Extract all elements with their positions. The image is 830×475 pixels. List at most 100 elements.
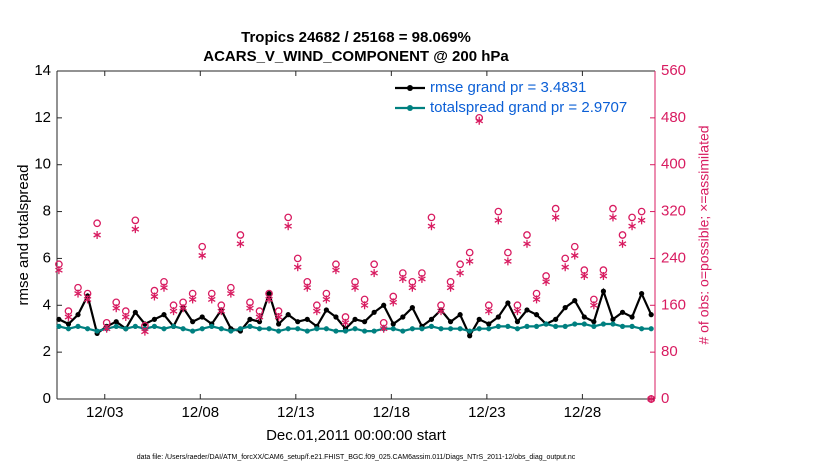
series-marker <box>629 323 635 329</box>
series-marker <box>218 326 224 332</box>
obs-assimilated <box>609 213 617 222</box>
obs-possible <box>523 231 531 239</box>
obs-assimilated <box>160 283 168 292</box>
series-marker <box>524 307 530 313</box>
series-marker <box>486 326 492 332</box>
series-marker <box>591 319 597 325</box>
obs-possible <box>551 204 560 213</box>
obs-assimilated <box>93 231 101 239</box>
series-marker <box>648 326 654 332</box>
y-tick-label: 8 <box>43 203 51 220</box>
obs-assimilated <box>580 272 589 280</box>
series-marker <box>514 319 521 325</box>
obs-possible <box>637 207 646 216</box>
x-tick-label: 12/23 <box>468 404 506 421</box>
obs-assimilated <box>293 263 302 272</box>
series-marker <box>266 290 272 297</box>
series-marker <box>256 319 263 325</box>
series-marker <box>190 319 196 325</box>
series-marker <box>428 316 435 322</box>
series-marker <box>553 323 559 329</box>
series-marker <box>533 312 540 318</box>
y-tick-label: 2 <box>43 343 51 360</box>
obs-assimilated <box>169 307 178 316</box>
series-marker <box>476 326 482 332</box>
series-marker <box>447 326 454 332</box>
series-marker <box>276 328 282 334</box>
obs-assimilated <box>370 269 378 278</box>
obs-assimilated <box>188 295 197 304</box>
y2-tick-label: 320 <box>661 203 686 220</box>
obs-assimilated <box>551 213 560 222</box>
obs-possible <box>504 248 512 257</box>
obs-assimilated <box>484 307 493 316</box>
series-marker <box>381 302 387 308</box>
y2-tick-label: 0 <box>661 390 669 407</box>
obs-assimilated <box>618 239 627 248</box>
series-marker <box>333 314 339 320</box>
series-marker <box>361 319 368 325</box>
series-marker <box>514 326 521 332</box>
y2-tick-label: 160 <box>661 296 686 313</box>
x-axis-label: Dec.01,2011 00:00:00 start <box>266 427 447 444</box>
series-marker <box>400 314 406 320</box>
obs-possible <box>494 207 503 216</box>
series-marker <box>505 300 511 306</box>
obs-assimilated <box>456 269 464 278</box>
series-marker <box>495 314 501 320</box>
plot-area <box>57 71 655 399</box>
obs-assimilated <box>532 295 541 304</box>
obs-possible <box>456 260 464 269</box>
series-marker <box>371 309 377 315</box>
obs-possible <box>198 242 207 251</box>
series-marker <box>161 326 167 332</box>
series-marker <box>600 321 607 327</box>
y-tick-label: 14 <box>34 62 51 79</box>
x-tick-label: 12/28 <box>564 404 602 421</box>
obs-assimilated <box>217 307 226 316</box>
obs-assimilated <box>351 283 359 292</box>
obs-assimilated <box>341 318 350 327</box>
y2-tick-label: 80 <box>661 343 678 360</box>
series-marker <box>342 328 349 334</box>
series-marker <box>295 319 301 325</box>
series-marker <box>132 323 138 329</box>
obs-assimilated <box>379 324 388 333</box>
series-marker <box>75 323 81 329</box>
series-marker <box>352 326 358 332</box>
obs-assimilated <box>74 289 82 298</box>
obs-assimilated <box>83 295 92 304</box>
series-marker <box>266 326 272 332</box>
series-marker <box>285 326 291 332</box>
series-marker <box>361 328 368 334</box>
series-marker <box>323 326 329 332</box>
obs-assimilated <box>112 304 121 313</box>
series-marker <box>581 321 587 327</box>
y-tick-label: 4 <box>43 296 51 313</box>
obs-assimilated <box>513 307 522 316</box>
y2-tick-label: 560 <box>661 62 686 79</box>
obs-assimilated <box>465 257 474 266</box>
series-marker <box>447 319 454 325</box>
chart-title: Tropics 24682 / 25168 = 98.069% <box>241 29 471 46</box>
obs-assimilated <box>322 295 331 304</box>
series-marker <box>304 316 310 322</box>
series-marker <box>295 326 301 332</box>
series-marker <box>591 323 597 329</box>
obs-assimilated <box>475 116 484 125</box>
series-marker <box>619 309 626 315</box>
series-marker <box>457 312 463 318</box>
series-marker <box>190 328 196 334</box>
y-tick-label: 6 <box>43 249 51 266</box>
series-marker <box>400 328 406 334</box>
legend-marker <box>407 85 413 91</box>
series-marker <box>572 298 578 304</box>
series-marker <box>629 314 635 320</box>
obs-assimilated <box>570 251 579 260</box>
obs-assimilated <box>647 395 656 403</box>
legend-label: totalspread grand pr = 2.9707 <box>430 99 627 116</box>
series-marker <box>247 323 253 329</box>
chart-subtitle: ACARS_V_WIND_COMPONENT @ 200 hPa <box>203 48 509 65</box>
series-marker <box>639 326 645 332</box>
